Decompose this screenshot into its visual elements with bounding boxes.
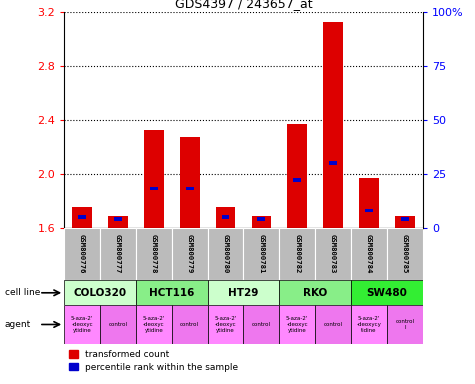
Bar <box>172 228 208 280</box>
Text: control: control <box>108 322 127 327</box>
Bar <box>351 228 387 280</box>
Bar <box>221 215 229 218</box>
Bar <box>114 217 122 221</box>
Bar <box>208 280 279 305</box>
Text: 5-aza-2'
-deoxyc
ytidine: 5-aza-2' -deoxyc ytidine <box>214 316 237 333</box>
Title: GDS4397 / 243657_at: GDS4397 / 243657_at <box>175 0 312 10</box>
Bar <box>365 209 373 212</box>
Text: GSM800776: GSM800776 <box>79 234 85 273</box>
Text: GSM800780: GSM800780 <box>222 234 228 273</box>
Bar <box>395 216 415 228</box>
Bar <box>78 215 86 218</box>
Text: GSM800783: GSM800783 <box>330 234 336 273</box>
Bar <box>172 305 208 344</box>
Bar <box>186 187 194 190</box>
Text: GSM800782: GSM800782 <box>294 234 300 273</box>
Bar <box>244 305 279 344</box>
Text: GSM800784: GSM800784 <box>366 234 372 273</box>
Bar <box>351 305 387 344</box>
Bar <box>136 280 208 305</box>
Bar <box>387 228 423 280</box>
Text: GSM800781: GSM800781 <box>258 234 265 273</box>
Bar <box>216 207 236 228</box>
Bar <box>208 228 244 280</box>
Text: 5-aza-2'
-deoxycy
tidine: 5-aza-2' -deoxycy tidine <box>357 316 381 333</box>
Text: GSM800785: GSM800785 <box>402 234 408 273</box>
Bar <box>64 280 136 305</box>
Bar <box>100 305 136 344</box>
Bar <box>315 305 351 344</box>
Bar <box>257 217 266 221</box>
Text: GSM800779: GSM800779 <box>187 234 193 273</box>
Bar <box>144 131 164 228</box>
Bar <box>136 305 172 344</box>
Bar <box>359 178 379 228</box>
Bar <box>108 216 128 228</box>
Bar <box>180 137 200 228</box>
Text: HT29: HT29 <box>228 288 258 298</box>
Text: GSM800777: GSM800777 <box>115 234 121 273</box>
Text: agent: agent <box>5 320 31 329</box>
Bar <box>100 228 136 280</box>
Text: 5-aza-2'
-deoxyc
ytidine: 5-aza-2' -deoxyc ytidine <box>71 316 93 333</box>
Text: control: control <box>180 322 199 327</box>
Bar <box>64 228 100 280</box>
Bar <box>208 305 244 344</box>
Text: SW480: SW480 <box>366 288 408 298</box>
Bar <box>351 280 423 305</box>
Text: control: control <box>252 322 271 327</box>
Bar <box>387 305 423 344</box>
Bar <box>279 280 351 305</box>
Text: HCT116: HCT116 <box>149 288 194 298</box>
Bar <box>401 217 409 221</box>
Bar <box>323 22 343 228</box>
Bar <box>64 305 100 344</box>
Bar <box>329 161 337 164</box>
Text: control: control <box>323 322 342 327</box>
Bar <box>150 187 158 190</box>
Bar <box>287 124 307 228</box>
Text: RKO: RKO <box>303 288 327 298</box>
Bar <box>279 228 315 280</box>
Bar <box>72 207 92 228</box>
Text: 5-aza-2'
-deoxyc
ytidine: 5-aza-2' -deoxyc ytidine <box>286 316 308 333</box>
Bar <box>279 305 315 344</box>
Text: GSM800778: GSM800778 <box>151 234 157 273</box>
Text: COLO320: COLO320 <box>74 288 126 298</box>
Bar <box>251 216 271 228</box>
Text: control
l: control l <box>395 319 414 330</box>
Bar <box>136 228 172 280</box>
Text: 5-aza-2'
-deoxyc
ytidine: 5-aza-2' -deoxyc ytidine <box>142 316 165 333</box>
Bar <box>244 228 279 280</box>
Bar <box>315 228 351 280</box>
Text: cell line: cell line <box>5 288 40 297</box>
Bar <box>293 179 301 182</box>
Legend: transformed count, percentile rank within the sample: transformed count, percentile rank withi… <box>69 350 238 372</box>
